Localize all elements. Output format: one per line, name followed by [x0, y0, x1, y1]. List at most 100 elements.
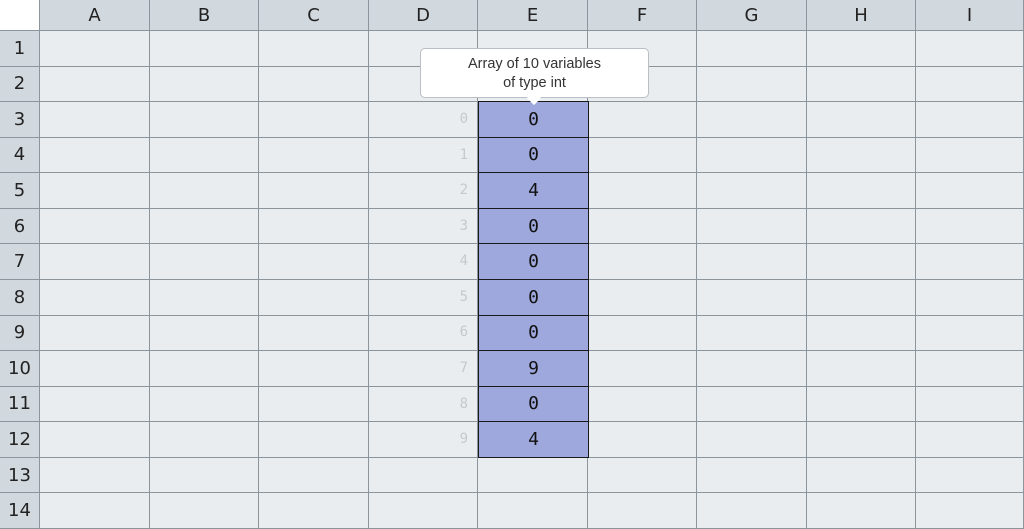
cell-B14[interactable]: [150, 493, 259, 529]
row-header-12[interactable]: 12: [0, 422, 40, 458]
cell-B2[interactable]: [150, 66, 259, 103]
cell-I1[interactable]: [916, 31, 1024, 67]
cell-H5[interactable]: [807, 173, 916, 209]
cell-D6[interactable]: [369, 208, 478, 245]
cell-C12[interactable]: [259, 422, 369, 458]
cell-H12[interactable]: [807, 422, 916, 458]
cell-A13[interactable]: [40, 457, 150, 494]
cell-G14[interactable]: [697, 493, 807, 529]
cell-I8[interactable]: [916, 280, 1024, 316]
cell-I5[interactable]: [916, 173, 1024, 209]
cell-G4[interactable]: [697, 137, 807, 174]
cell-I4[interactable]: [916, 137, 1024, 174]
cell-B11[interactable]: [150, 386, 259, 423]
cell-I10[interactable]: [916, 351, 1024, 387]
column-header-i[interactable]: I: [916, 0, 1024, 31]
cell-D12[interactable]: [369, 422, 478, 458]
cell-H2[interactable]: [807, 66, 916, 103]
array-element-cell[interactable]: 0: [478, 385, 589, 423]
cell-B9[interactable]: [150, 315, 259, 352]
array-element-cell[interactable]: 0: [478, 243, 589, 280]
cell-B6[interactable]: [150, 208, 259, 245]
row-header-9[interactable]: 9: [0, 315, 40, 352]
cell-C11[interactable]: [259, 386, 369, 423]
cell-H1[interactable]: [807, 31, 916, 67]
cell-C4[interactable]: [259, 137, 369, 174]
cell-A11[interactable]: [40, 386, 150, 423]
column-header-h[interactable]: H: [807, 0, 916, 31]
cell-F13[interactable]: [588, 457, 697, 494]
row-header-5[interactable]: 5: [0, 173, 40, 209]
cell-F11[interactable]: [588, 386, 697, 423]
cell-A3[interactable]: [40, 102, 150, 138]
cell-F3[interactable]: [588, 102, 697, 138]
cell-F9[interactable]: [588, 315, 697, 352]
cell-E13[interactable]: [478, 457, 588, 494]
cell-B8[interactable]: [150, 280, 259, 316]
cell-H3[interactable]: [807, 102, 916, 138]
cell-D5[interactable]: [369, 173, 478, 209]
cell-H7[interactable]: [807, 244, 916, 280]
row-header-10[interactable]: 10: [0, 351, 40, 387]
row-header-3[interactable]: 3: [0, 102, 40, 138]
cell-A6[interactable]: [40, 208, 150, 245]
cell-H14[interactable]: [807, 493, 916, 529]
cell-D14[interactable]: [369, 493, 478, 529]
cell-F5[interactable]: [588, 173, 697, 209]
cell-I6[interactable]: [916, 208, 1024, 245]
cell-B13[interactable]: [150, 457, 259, 494]
cell-C10[interactable]: [259, 351, 369, 387]
cell-A1[interactable]: [40, 31, 150, 67]
cell-C7[interactable]: [259, 244, 369, 280]
cell-A7[interactable]: [40, 244, 150, 280]
column-header-f[interactable]: F: [588, 0, 697, 31]
cell-G2[interactable]: [697, 66, 807, 103]
cell-G8[interactable]: [697, 280, 807, 316]
array-element-cell[interactable]: 4: [478, 172, 589, 209]
cell-F14[interactable]: [588, 493, 697, 529]
row-header-7[interactable]: 7: [0, 244, 40, 280]
array-element-cell[interactable]: 0: [478, 136, 589, 174]
cell-C6[interactable]: [259, 208, 369, 245]
cell-C3[interactable]: [259, 102, 369, 138]
cell-I11[interactable]: [916, 386, 1024, 423]
cell-C8[interactable]: [259, 280, 369, 316]
cell-D10[interactable]: [369, 351, 478, 387]
cell-B4[interactable]: [150, 137, 259, 174]
cell-B1[interactable]: [150, 31, 259, 67]
cell-A2[interactable]: [40, 66, 150, 103]
cell-B10[interactable]: [150, 351, 259, 387]
cell-H8[interactable]: [807, 280, 916, 316]
cell-G1[interactable]: [697, 31, 807, 67]
cell-D11[interactable]: [369, 386, 478, 423]
column-header-c[interactable]: C: [259, 0, 369, 31]
column-header-a[interactable]: A: [40, 0, 150, 31]
cell-E14[interactable]: [478, 493, 588, 529]
cell-B5[interactable]: [150, 173, 259, 209]
cell-A10[interactable]: [40, 351, 150, 387]
cell-D7[interactable]: [369, 244, 478, 280]
cell-F4[interactable]: [588, 137, 697, 174]
array-element-cell[interactable]: 0: [478, 279, 589, 316]
cell-C5[interactable]: [259, 173, 369, 209]
row-header-13[interactable]: 13: [0, 457, 40, 494]
cell-I14[interactable]: [916, 493, 1024, 529]
cell-H4[interactable]: [807, 137, 916, 174]
cell-H9[interactable]: [807, 315, 916, 352]
cell-D4[interactable]: [369, 137, 478, 174]
cell-F8[interactable]: [588, 280, 697, 316]
row-header-6[interactable]: 6: [0, 208, 40, 245]
cell-H13[interactable]: [807, 457, 916, 494]
cell-H6[interactable]: [807, 208, 916, 245]
row-header-2[interactable]: 2: [0, 66, 40, 103]
cell-I7[interactable]: [916, 244, 1024, 280]
cell-G3[interactable]: [697, 102, 807, 138]
row-header-14[interactable]: 14: [0, 493, 40, 529]
cell-I2[interactable]: [916, 66, 1024, 103]
cell-C13[interactable]: [259, 457, 369, 494]
cell-G11[interactable]: [697, 386, 807, 423]
column-header-d[interactable]: D: [369, 0, 478, 31]
cell-F7[interactable]: [588, 244, 697, 280]
cell-G13[interactable]: [697, 457, 807, 494]
cell-C14[interactable]: [259, 493, 369, 529]
